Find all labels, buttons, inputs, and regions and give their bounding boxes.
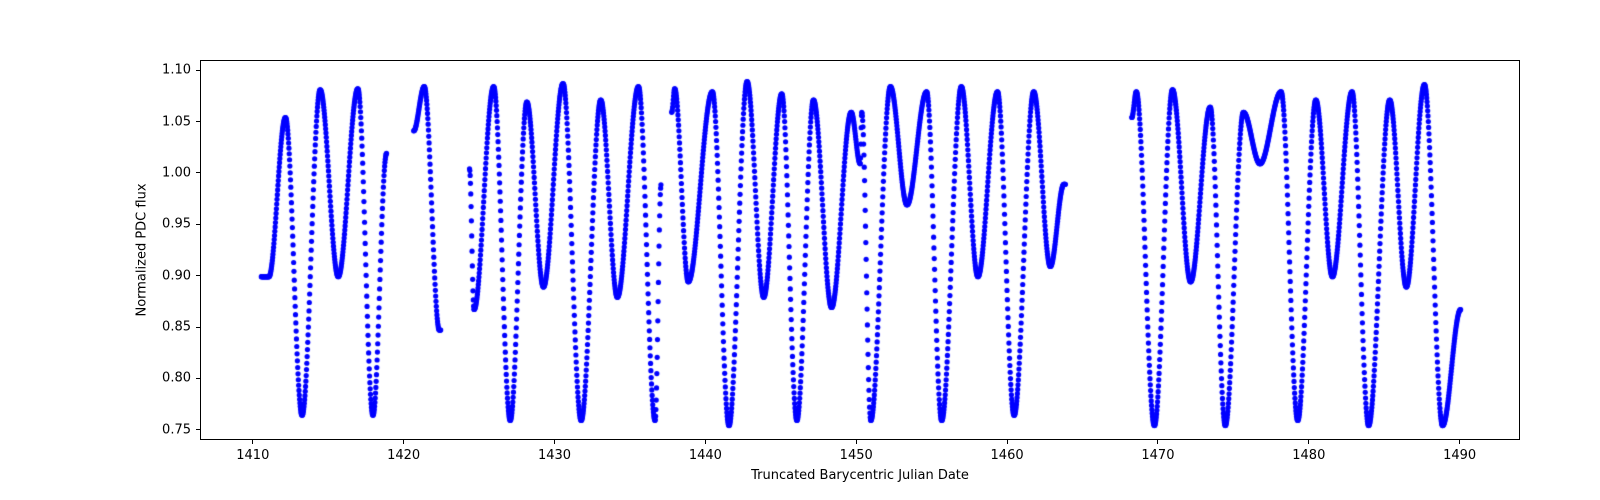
x-tick-mark [403, 440, 404, 444]
y-tick-label: 0.95 [162, 217, 191, 232]
y-tick-label: 0.85 [162, 320, 191, 335]
y-tick-mark [196, 224, 200, 225]
y-tick-label: 0.80 [162, 371, 191, 386]
x-tick-mark [252, 440, 253, 444]
x-tick-mark [1007, 440, 1008, 444]
x-tick-label: 1440 [689, 448, 722, 463]
x-tick-mark [705, 440, 706, 444]
y-tick-label: 0.90 [162, 268, 191, 283]
y-tick-mark [196, 172, 200, 173]
scatter-canvas [201, 61, 1521, 441]
figure: 1410 1420 1430 1440 1450 1460 1470 1480 1490 0.7… [0, 0, 1600, 500]
y-tick-label: 0.75 [162, 422, 191, 437]
y-tick-mark [196, 327, 200, 328]
y-tick-label: 1.10 [162, 63, 191, 78]
y-axis-label: Normalized PDC flux [135, 183, 150, 316]
x-tick-mark [856, 440, 857, 444]
x-tick-label: 1460 [991, 448, 1024, 463]
x-tick-mark [554, 440, 555, 444]
y-tick-label: 1.05 [162, 114, 191, 129]
y-tick-label: 1.00 [162, 165, 191, 180]
x-tick-mark [1157, 440, 1158, 444]
x-tick-label: 1420 [387, 448, 420, 463]
x-axis-label: Truncated Barycentric Julian Date [751, 468, 969, 483]
x-tick-mark [1459, 440, 1460, 444]
x-tick-mark [1308, 440, 1309, 444]
x-tick-label: 1410 [236, 448, 269, 463]
x-tick-label: 1480 [1292, 448, 1325, 463]
y-tick-mark [196, 378, 200, 379]
y-tick-mark [196, 275, 200, 276]
y-tick-mark [196, 429, 200, 430]
x-tick-label: 1490 [1443, 448, 1476, 463]
x-tick-label: 1450 [840, 448, 873, 463]
y-tick-mark [196, 121, 200, 122]
plot-axes [200, 60, 1520, 440]
y-tick-mark [196, 70, 200, 71]
x-tick-label: 1470 [1141, 448, 1174, 463]
x-tick-label: 1430 [538, 448, 571, 463]
